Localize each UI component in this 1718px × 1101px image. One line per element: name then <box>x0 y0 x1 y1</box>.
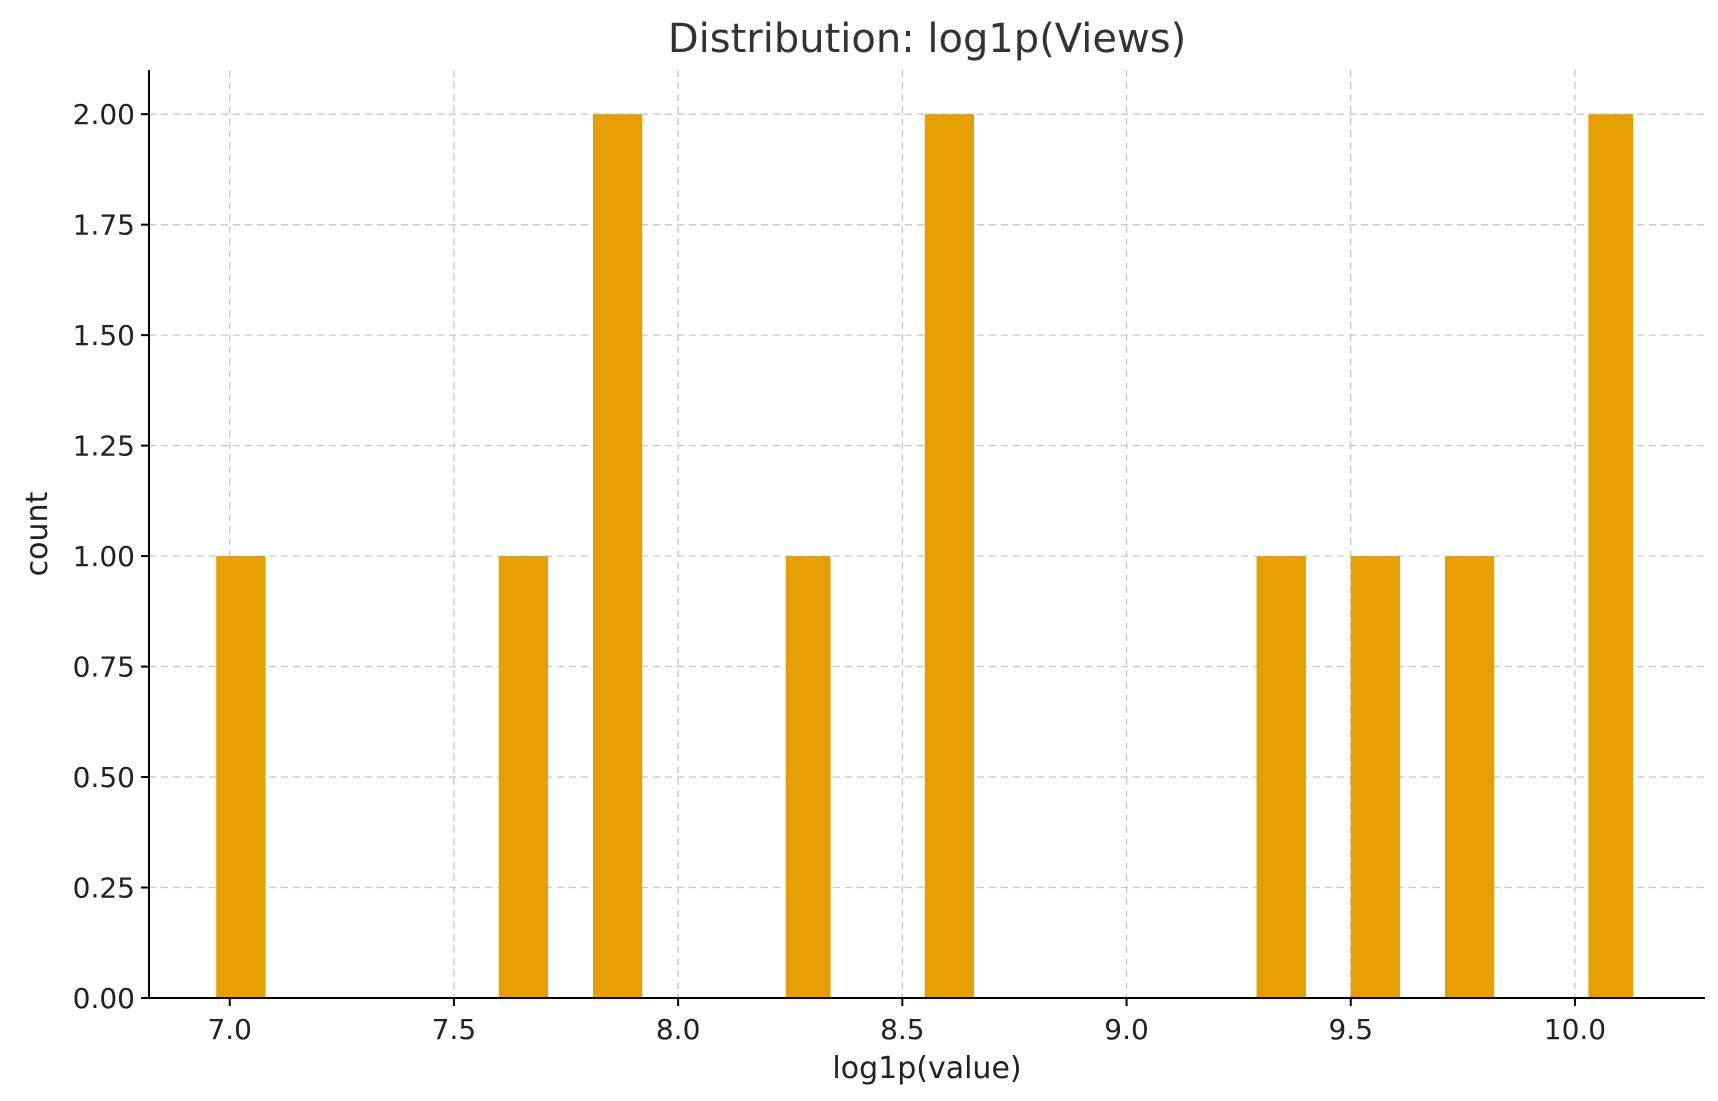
ticks: 7.0 7.5 8.0 8.5 9.0 9.5 10.0 0.00 0.25 0.50 0.75 1.… <box>73 98 1606 1046</box>
histogram-bar <box>592 114 643 998</box>
bars <box>216 114 1634 998</box>
histogram-bar <box>785 556 831 998</box>
x-tick-label: 9.5 <box>1328 1013 1373 1046</box>
y-tick-label: 1.50 <box>73 319 135 352</box>
histogram-bar <box>498 556 549 998</box>
y-tick-label: 0.75 <box>73 651 135 684</box>
y-tick-label: 1.00 <box>73 540 135 573</box>
x-tick-label: 10.0 <box>1544 1013 1606 1046</box>
y-tick-label: 1.25 <box>73 430 135 463</box>
x-tick-label: 8.5 <box>880 1013 925 1046</box>
x-tick-label: 9.0 <box>1104 1013 1149 1046</box>
y-tick-label: 0.25 <box>73 872 135 905</box>
histogram-bar <box>216 556 266 998</box>
x-tick-label: 8.0 <box>656 1013 701 1046</box>
y-axis-label: count <box>20 491 55 576</box>
y-tick-label: 0.50 <box>73 761 135 794</box>
histogram-bar <box>1588 114 1634 998</box>
histogram-bar <box>924 114 975 998</box>
chart-title: Distribution: log1p(Views) <box>668 16 1186 62</box>
histogram-bar <box>1350 556 1401 998</box>
histogram-bar <box>1256 556 1306 998</box>
y-tick-label: 0.00 <box>73 982 135 1015</box>
x-tick-label: 7.5 <box>432 1013 477 1046</box>
y-tick-label: 1.75 <box>73 209 135 242</box>
x-tick-label: 7.0 <box>207 1013 252 1046</box>
x-axis-label: log1p(value) <box>832 1051 1021 1086</box>
y-tick-label: 2.00 <box>73 98 135 131</box>
histogram-bar <box>1444 556 1495 998</box>
